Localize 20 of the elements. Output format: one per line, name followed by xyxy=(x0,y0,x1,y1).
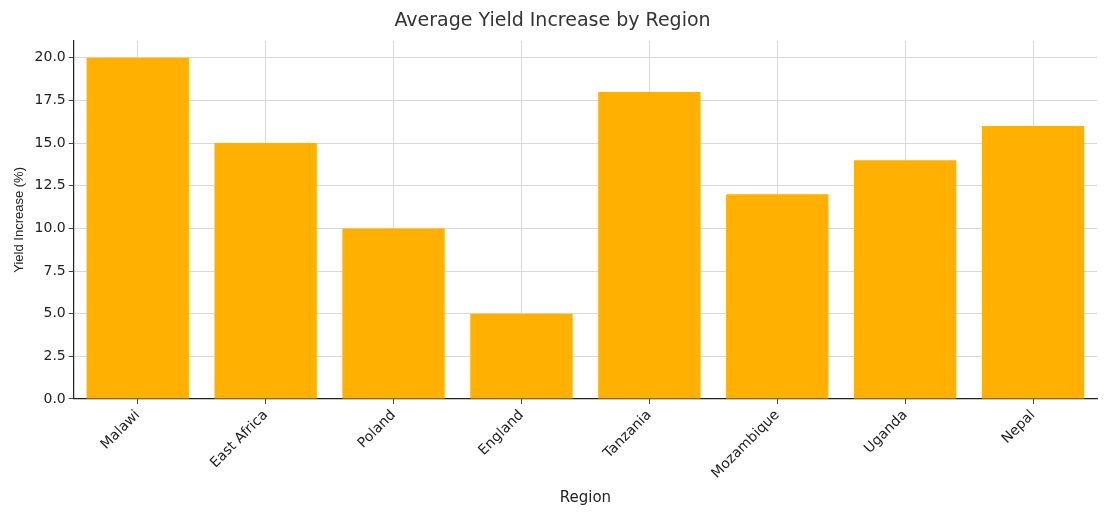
y-tick-label: 15.0 xyxy=(34,133,66,150)
chart-title: Average Yield Increase by Region xyxy=(394,8,711,31)
y-tick-label: 12.5 xyxy=(34,176,66,193)
bar xyxy=(214,143,317,399)
bar xyxy=(598,91,701,399)
y-axis-title: Yield Increase (%) xyxy=(11,167,27,273)
bar xyxy=(726,194,829,399)
bar xyxy=(86,57,189,399)
bar xyxy=(342,228,445,399)
y-tick-label: 7.5 xyxy=(43,261,66,278)
y-tick-label: 20.0 xyxy=(34,48,66,65)
bar xyxy=(853,160,957,399)
y-tick-label: 17.5 xyxy=(34,91,66,108)
bar xyxy=(470,313,573,399)
x-axis-title: Region xyxy=(559,487,612,506)
y-tick-label: 0.0 xyxy=(43,389,66,406)
bar xyxy=(981,126,1085,399)
y-tick-label: 2.5 xyxy=(43,346,66,363)
y-tick-label: 10.0 xyxy=(34,219,66,236)
y-tick-label: 5.0 xyxy=(43,304,66,321)
